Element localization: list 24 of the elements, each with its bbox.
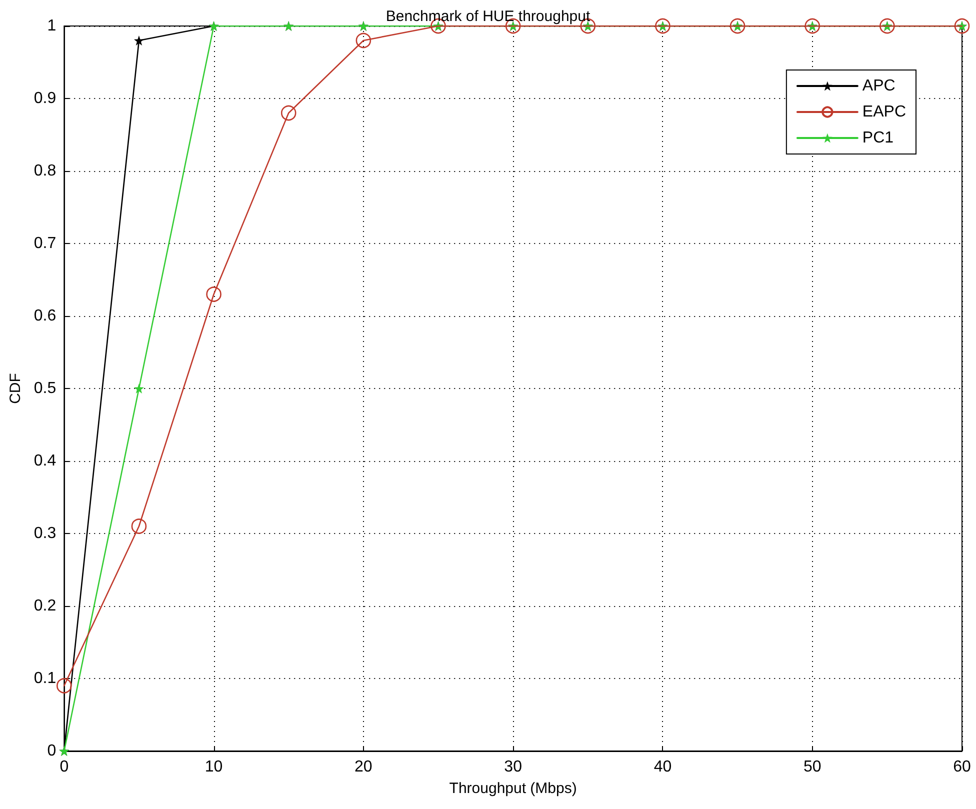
chart-title: Benchmark of HUE throughput	[386, 8, 591, 25]
legend-label: EAPC	[862, 104, 906, 120]
y-tick-label: 0.5	[34, 380, 56, 397]
x-tick-label: 60	[953, 758, 971, 776]
y-tick-label: 0.7	[34, 235, 56, 252]
y-tick-label: 0.9	[34, 90, 56, 107]
legend-label: PC1	[862, 130, 894, 146]
x-axis-title: Throughput (Mbps)	[449, 780, 577, 797]
y-axis-title: CDF	[7, 373, 24, 404]
y-tick-label: 0.8	[34, 162, 56, 180]
y-tick-label: 0.3	[34, 525, 56, 542]
y-tick-label: 0.2	[34, 598, 56, 614]
y-tick-label: 1	[47, 18, 56, 34]
y-tick-label: 0.1	[34, 670, 56, 687]
y-tick-label: 0.4	[34, 452, 56, 470]
y-tick-label: 0.6	[34, 308, 56, 324]
legend-label: APC	[862, 78, 896, 94]
x-tick-label: 30	[504, 758, 522, 776]
x-tick-label: 0	[60, 758, 69, 776]
x-tick-label: 20	[354, 758, 372, 776]
x-tick-label: 10	[204, 758, 223, 776]
x-tick-label: 40	[654, 758, 672, 776]
x-tick-label: 50	[803, 758, 822, 776]
y-tick-label: 0	[47, 742, 56, 760]
